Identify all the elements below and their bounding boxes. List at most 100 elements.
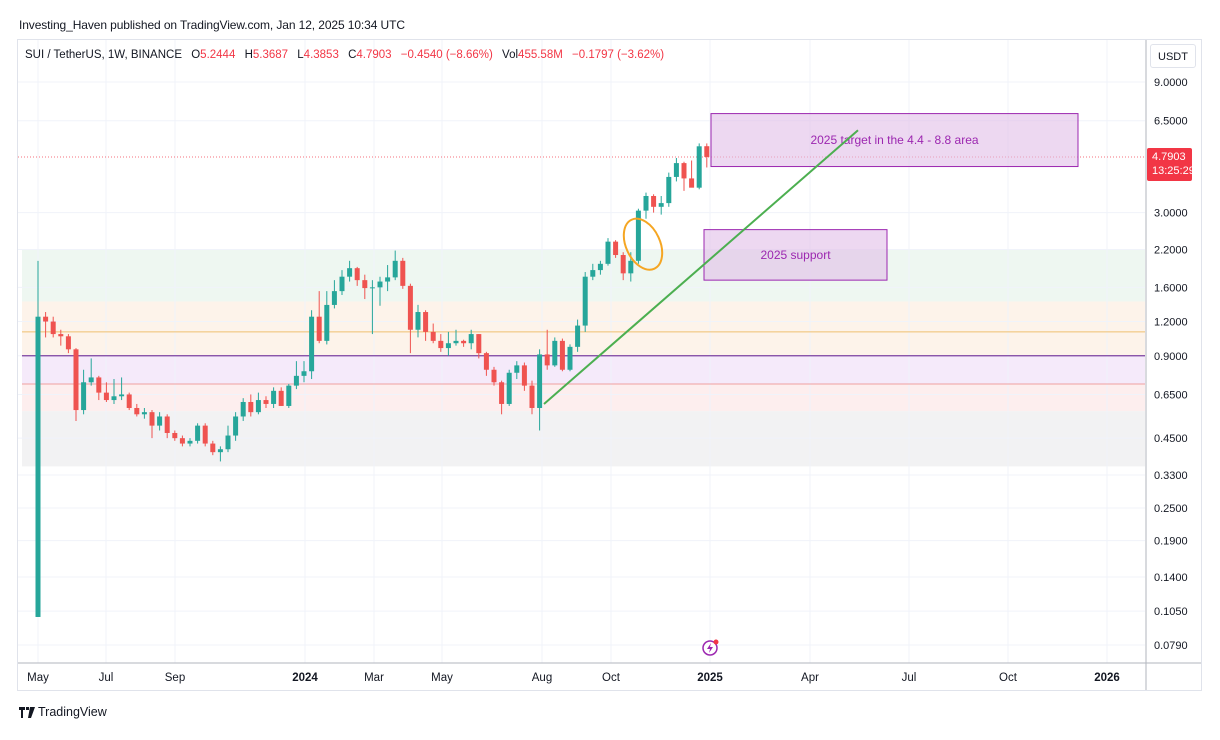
candle-up[interactable] — [635, 210, 641, 261]
candle-down[interactable] — [423, 312, 429, 332]
candle-up[interactable] — [240, 401, 246, 417]
trendline[interactable] — [543, 129, 859, 405]
candle-down[interactable] — [202, 425, 208, 444]
candle-up[interactable] — [225, 435, 231, 450]
candle-up[interactable] — [590, 270, 596, 277]
candle-up[interactable] — [385, 277, 391, 282]
candle-down[interactable] — [476, 334, 482, 354]
candle-down[interactable] — [529, 385, 535, 408]
candle-up[interactable] — [392, 260, 398, 278]
candle-up[interactable] — [666, 176, 672, 204]
candle-up[interactable] — [157, 416, 163, 426]
candle-down[interactable] — [103, 392, 109, 401]
candle-up[interactable] — [233, 416, 239, 436]
candle-up[interactable] — [597, 263, 603, 271]
candle-down[interactable] — [559, 340, 565, 370]
candle-up[interactable] — [552, 340, 558, 366]
candle-up[interactable] — [309, 316, 315, 372]
candle-up[interactable] — [324, 304, 330, 341]
candle-up[interactable] — [643, 195, 649, 211]
candle-up[interactable] — [187, 440, 193, 444]
candle-down[interactable] — [704, 146, 710, 157]
candle-up[interactable] — [673, 163, 679, 177]
candle-up[interactable] — [111, 396, 117, 401]
candle-down[interactable] — [407, 285, 413, 330]
candle-down[interactable] — [362, 280, 368, 289]
candle-down[interactable] — [126, 394, 132, 408]
candle-up[interactable] — [506, 372, 512, 404]
candle-down[interactable] — [499, 382, 505, 404]
candle-down[interactable] — [172, 432, 178, 439]
candle-up[interactable] — [453, 340, 459, 344]
candle-down[interactable] — [164, 416, 170, 433]
candle-down[interactable] — [651, 195, 657, 207]
candle-up[interactable] — [35, 316, 41, 617]
candle-down[interactable] — [544, 354, 550, 366]
event-lightning-icon[interactable] — [702, 639, 719, 656]
candle-up[interactable] — [301, 371, 307, 376]
candle-down[interactable] — [65, 336, 71, 350]
candle-up[interactable] — [537, 354, 543, 408]
candle-down[interactable] — [681, 163, 687, 179]
candle-up[interactable] — [605, 241, 611, 264]
candle-down[interactable] — [96, 377, 102, 393]
candle-down[interactable] — [613, 241, 619, 256]
candle-down[interactable] — [521, 365, 527, 386]
candle-down[interactable] — [50, 321, 56, 335]
candle-down[interactable] — [210, 443, 216, 453]
candle-up[interactable] — [195, 425, 201, 441]
candle-down[interactable] — [483, 353, 489, 370]
candle-up[interactable] — [514, 365, 520, 373]
candle-up[interactable] — [255, 400, 261, 413]
candle-down[interactable] — [278, 390, 284, 406]
candle-down[interactable] — [316, 316, 322, 341]
candle-down[interactable] — [263, 400, 269, 404]
candle-down[interactable] — [179, 438, 185, 444]
candle-up[interactable] — [628, 260, 634, 274]
candle-up[interactable] — [468, 334, 474, 344]
highlight-ellipse[interactable] — [616, 213, 670, 276]
candle-down[interactable] — [248, 401, 254, 413]
candle-up[interactable] — [445, 343, 451, 349]
candle-up[interactable] — [217, 449, 223, 453]
volume-value: 455.58M — [518, 49, 563, 61]
candle-up[interactable] — [286, 385, 292, 406]
candle-up[interactable] — [141, 412, 147, 415]
currency-selector[interactable]: USDT — [1150, 44, 1196, 68]
tradingview-brand[interactable]: TradingView — [19, 705, 107, 719]
candle-up[interactable] — [339, 276, 345, 292]
candle-up[interactable] — [331, 291, 337, 305]
candle-up[interactable] — [567, 346, 573, 370]
symbol-title[interactable]: SUI / TetherUS, 1W, BINANCE — [25, 49, 183, 61]
time-tick-label: Oct — [999, 672, 1018, 684]
candle-down[interactable] — [149, 412, 155, 426]
candle-down[interactable] — [134, 407, 140, 415]
candle-up[interactable] — [369, 287, 375, 289]
candle-up[interactable] — [658, 203, 664, 207]
candle-up[interactable] — [415, 312, 421, 330]
candle-down[interactable] — [400, 260, 406, 286]
candle-up[interactable] — [119, 394, 125, 397]
candle-down[interactable] — [491, 369, 497, 383]
candle-up[interactable] — [582, 276, 588, 326]
candle-down[interactable] — [461, 340, 467, 344]
candle-up[interactable] — [575, 325, 581, 347]
target-zone-box[interactable] — [710, 113, 1079, 168]
candle-down[interactable] — [73, 349, 79, 411]
candle-up[interactable] — [88, 377, 94, 383]
candle-down[interactable] — [689, 178, 695, 188]
candle-down[interactable] — [354, 268, 360, 281]
candle-down[interactable] — [438, 340, 444, 349]
candle-down[interactable] — [620, 255, 626, 274]
candle-up[interactable] — [293, 375, 299, 386]
candle-up[interactable] — [347, 268, 353, 277]
candle-down[interactable] — [430, 331, 436, 341]
candle-up[interactable] — [271, 390, 277, 404]
candle-up[interactable] — [81, 382, 87, 411]
candle-down[interactable] — [43, 316, 49, 322]
price-tick-label: 0.1050 — [1154, 606, 1188, 618]
candle-up[interactable] — [377, 281, 383, 288]
candle-up[interactable] — [696, 146, 702, 188]
candle-down[interactable] — [58, 334, 64, 337]
